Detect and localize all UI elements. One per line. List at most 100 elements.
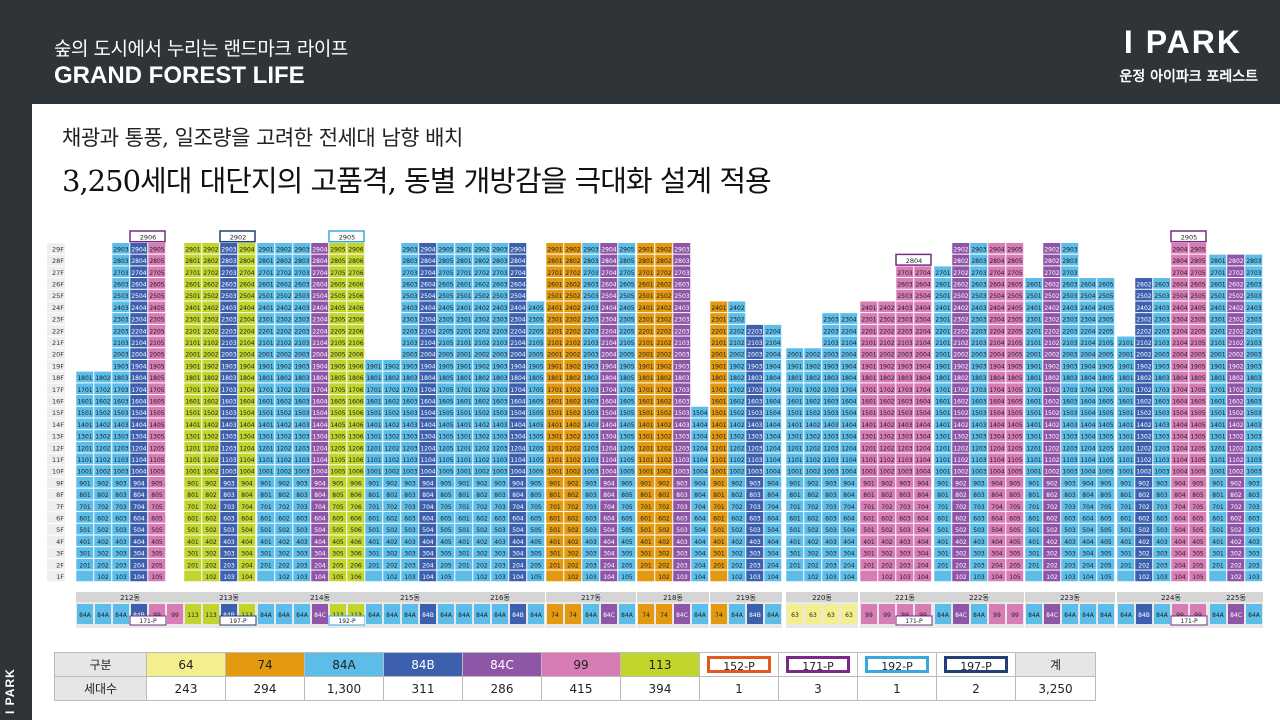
unit-cell [346,558,365,571]
unit-cell [256,558,275,571]
unit-number: 1104 [1080,457,1095,464]
unit-cell [219,417,238,430]
unit-number: 1904 [131,363,146,370]
unit-cell [201,336,220,348]
unit-number: 703 [223,504,235,511]
unit-cell [418,336,437,348]
unit-number: 804 [241,492,253,499]
unit-number: 1403 [1062,422,1077,429]
unit-number: 203 [899,562,911,569]
unit-number: 2701 [547,270,562,277]
unit-number: 104 [843,574,855,581]
unit-number: 2305 [619,317,634,324]
plan-unit-type: 84B [1138,612,1150,619]
floor-label: 5F [56,526,64,534]
unit-number: 2402 [953,305,968,312]
unit-number: 106 [350,574,362,581]
plan-unit-type: 84A [731,612,744,619]
unit-number: 804 [133,492,145,499]
unit-cell [201,277,220,290]
unit-cell [310,441,329,454]
floor-label: 1F [56,573,64,581]
unit-number: 1804 [1172,375,1187,382]
unit-number: 1704 [915,387,930,394]
unit-number: 601 [937,516,949,523]
unit-number: 1201 [638,445,653,452]
unit-number: 801 [260,492,272,499]
unit-number: 802 [386,492,398,499]
unit-number: 1901 [185,363,200,370]
unit-number: 2905 [438,246,453,253]
unit-number: 401 [368,539,380,546]
unit-number: 305 [530,551,542,558]
unit-number: 2202 [1136,328,1151,335]
unit-number: 803 [1156,492,1168,499]
unit-number: 103 [676,574,688,581]
unit-number: 1303 [747,434,762,441]
unit-number: 904 [512,480,524,487]
left-sidebar [0,104,32,720]
unit-number: 1601 [935,399,950,406]
unit-number: 1305 [438,434,453,441]
unit-cell [292,254,311,266]
unit-number: 1905 [1098,363,1113,370]
unit-number: 2305 [1190,317,1205,324]
unit-cell [364,488,383,500]
unit-number: 1701 [1026,387,1041,394]
unit-number: 2704 [239,270,254,277]
unit-cell [346,511,365,524]
unit-number: 601 [1120,516,1132,523]
building-name: 218동 [663,594,683,602]
floor-label: 18F [52,374,64,382]
unit-number: 905 [1100,480,1112,487]
unit-number: 2805 [1190,258,1205,265]
unit-cell [147,359,166,372]
unit-number: 1301 [638,434,653,441]
unit-number: 604 [133,516,145,523]
unit-number: 705 [332,504,344,511]
unit-cell [400,336,419,348]
unit-cell [111,254,130,266]
unit-number: 902 [1046,480,1058,487]
unit-number: 2702 [1228,270,1243,277]
count-171p: 3 [778,676,858,701]
unit-number: 1802 [276,375,291,382]
unit-number: 2702 [656,270,671,277]
unit-number: 1503 [492,410,507,417]
unit-number: 1005 [1098,469,1113,476]
type-84c: 84C [462,652,542,677]
unit-number: 1802 [203,375,218,382]
unit-number: 1404 [915,422,930,429]
unit-number: 1201 [77,445,92,452]
unit-number: 2205 [528,328,543,335]
unit-number: 902 [1138,480,1150,487]
unit-number: 2403 [583,305,598,312]
unit-cell [346,371,365,383]
unit-number: 1801 [638,375,653,382]
unit-number: 2104 [239,340,254,347]
unit-cell [111,394,130,407]
unit-number: 2304 [312,317,327,324]
unit-number: 201 [863,562,875,569]
unit-cell [201,406,220,418]
unit-number: 1204 [601,445,616,452]
unit-number: 2004 [1080,352,1095,359]
unit-number: 1103 [971,457,986,464]
unit-number: 202 [807,562,819,569]
unit-number: 803 [115,492,127,499]
unit-cell [310,523,329,535]
unit-number: 801 [640,492,652,499]
unit-number: 2002 [656,352,671,359]
unit-number: 806 [350,492,362,499]
unit-number: 1805 [1007,375,1022,382]
unit-number: 1703 [1246,387,1261,394]
unit-number: 1303 [402,434,417,441]
floor-label-bg [47,254,65,266]
count-84a: 1,300 [304,676,384,701]
unit-number: 1404 [989,422,1004,429]
unit-number: 1703 [1154,387,1169,394]
unit-number: 2804 [131,258,146,265]
unit-number: 1702 [276,387,291,394]
unit-number: 503 [749,527,761,534]
unit-number: 2605 [438,282,453,289]
